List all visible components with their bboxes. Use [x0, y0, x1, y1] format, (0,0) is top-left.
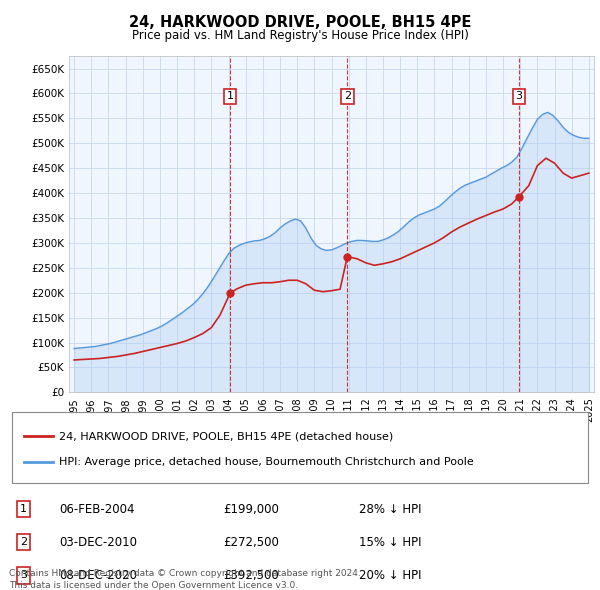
Text: 1: 1 [20, 504, 27, 514]
Text: 28% ↓ HPI: 28% ↓ HPI [359, 503, 421, 516]
Text: 08-DEC-2020: 08-DEC-2020 [59, 569, 137, 582]
Text: 3: 3 [20, 571, 27, 581]
Text: £392,500: £392,500 [224, 569, 280, 582]
Text: Price paid vs. HM Land Registry's House Price Index (HPI): Price paid vs. HM Land Registry's House … [131, 30, 469, 42]
Text: 24, HARKWOOD DRIVE, POOLE, BH15 4PE: 24, HARKWOOD DRIVE, POOLE, BH15 4PE [129, 15, 471, 30]
Text: Contains HM Land Registry data © Crown copyright and database right 2024.
This d: Contains HM Land Registry data © Crown c… [9, 569, 361, 590]
FancyBboxPatch shape [12, 412, 588, 483]
Text: 24, HARKWOOD DRIVE, POOLE, BH15 4PE (detached house): 24, HARKWOOD DRIVE, POOLE, BH15 4PE (det… [59, 431, 393, 441]
Text: 03-DEC-2010: 03-DEC-2010 [59, 536, 137, 549]
Text: £199,000: £199,000 [224, 503, 280, 516]
Text: 06-FEB-2004: 06-FEB-2004 [59, 503, 134, 516]
Text: 15% ↓ HPI: 15% ↓ HPI [359, 536, 421, 549]
Text: 3: 3 [515, 91, 523, 101]
Text: £272,500: £272,500 [224, 536, 280, 549]
Text: HPI: Average price, detached house, Bournemouth Christchurch and Poole: HPI: Average price, detached house, Bour… [59, 457, 473, 467]
Text: 2: 2 [20, 537, 27, 548]
Text: 1: 1 [227, 91, 233, 101]
Text: 2: 2 [344, 91, 351, 101]
Text: 20% ↓ HPI: 20% ↓ HPI [359, 569, 421, 582]
